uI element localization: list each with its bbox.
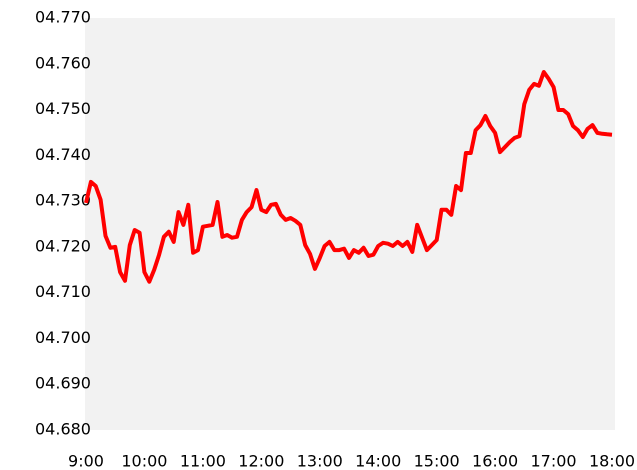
y-tick-label: 04.750 xyxy=(35,99,91,118)
x-tick-label: 9:00 xyxy=(68,452,104,470)
x-tick-label: 15:00 xyxy=(414,452,460,470)
x-tick-label: 12:00 xyxy=(238,452,284,470)
y-tick-label: 04.770 xyxy=(35,8,91,27)
y-tick-label: 04.740 xyxy=(35,145,91,164)
line xyxy=(84,70,613,284)
y-tick-label: 04.760 xyxy=(35,53,91,72)
y-tick-label: 04.710 xyxy=(35,282,91,301)
y-tick-label: 04.700 xyxy=(35,328,91,347)
x-tick-label: 17:00 xyxy=(531,452,577,470)
x-tick-label: 11:00 xyxy=(180,452,226,470)
x-tick-label: 13:00 xyxy=(297,452,343,470)
y-tick-label: 04.720 xyxy=(35,236,91,255)
y-tick-label: 04.690 xyxy=(35,374,91,393)
x-tick-label: 16:00 xyxy=(472,452,518,470)
x-tick-label: 10:00 xyxy=(121,452,167,470)
x-tick-label: 18:00 xyxy=(589,452,635,470)
y-tick-label: 04.730 xyxy=(35,191,91,210)
plot-area xyxy=(85,18,615,430)
x-tick-label: 14:00 xyxy=(355,452,401,470)
y-tick-label: 04.680 xyxy=(35,420,91,439)
